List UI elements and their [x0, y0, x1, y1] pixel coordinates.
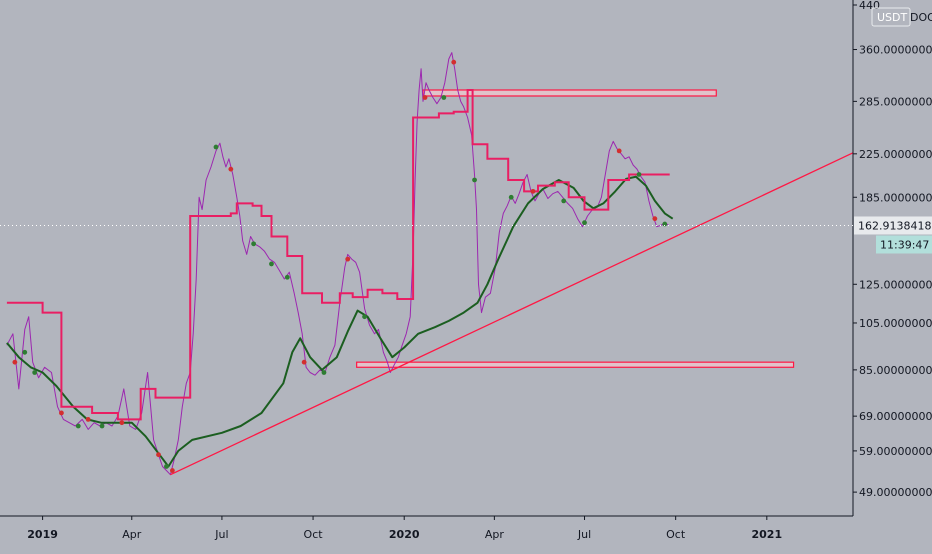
price-tick-label: 105.00000000: [859, 317, 932, 330]
signal-dot-bull: [99, 423, 105, 429]
signal-dot-bull: [75, 423, 81, 429]
countdown-background: [876, 235, 932, 254]
price-tick-label: 225.00000000: [859, 148, 932, 161]
signal-dot-bear: [119, 420, 125, 426]
currency-label: USDT: [877, 11, 908, 24]
signal-dot-bear: [228, 166, 234, 172]
signal-dot-bear: [422, 95, 428, 100]
signal-dot-bull: [213, 144, 219, 150]
signal-dot-bull: [662, 221, 668, 227]
signal-dot-bear: [652, 216, 658, 222]
countdown-label: 11:39:47: [880, 238, 929, 251]
price-tick-label: 440: [859, 0, 880, 12]
current-price-tag: 162.91384183 11:39:47: [854, 216, 932, 254]
currency-badge[interactable]: USDT DOO: [871, 7, 932, 27]
price-tick-label: 285.00000000: [859, 95, 932, 108]
signal-dot-bear: [169, 468, 175, 473]
signal-dot-bull: [269, 261, 274, 267]
time-tick-label: Oct: [304, 528, 324, 541]
signal-dot-bull: [582, 220, 587, 226]
signal-dot-bull: [441, 95, 447, 100]
signal-dot-bull: [284, 274, 290, 280]
time-axis[interactable]: 2019 Apr Jul Oct 2020 Apr Jul Oct 2021: [27, 516, 782, 541]
resistance-box-1[interactable]: [422, 89, 717, 97]
time-tick-label: Apr: [485, 528, 505, 541]
time-tick-label: Jul: [214, 528, 228, 541]
time-tick-label: Apr: [122, 528, 142, 541]
signal-dot-bull: [321, 370, 327, 375]
currency-badge-border: [871, 7, 911, 27]
current-price-label: 162.91384183: [858, 219, 932, 232]
price-axis[interactable]: 440 360.00000000 285.00000000 225.00000000 1…: [853, 0, 932, 499]
signal-dot-bull: [22, 349, 28, 355]
signal-dot-bull: [362, 314, 367, 320]
price-tick-label: 125.00000000: [859, 278, 932, 291]
price-tick-label: 360.00000000: [859, 44, 932, 57]
price-tick-label: 49.00000000: [859, 486, 932, 499]
time-tick-label: Oct: [666, 528, 686, 541]
signal-dot-bear: [156, 452, 161, 458]
step-indicator-line[interactable]: [6, 89, 670, 421]
current-price-background: [854, 216, 932, 235]
signal-dot-bull: [472, 177, 477, 183]
resistance-box-2[interactable]: [356, 361, 795, 368]
signal-dot-bear: [12, 359, 18, 365]
signal-dot-bull: [636, 172, 642, 177]
signal-dot-bull: [251, 241, 257, 247]
price-tick-label: 59.00000000: [859, 445, 932, 458]
signal-dot-bear: [616, 148, 622, 154]
signal-dot-bull: [164, 464, 169, 469]
price-tick-label: 85.00000000: [859, 364, 932, 377]
currency-suffix: DOO: [910, 11, 932, 24]
signal-dot-bear: [59, 410, 64, 416]
time-tick-label: 2020: [389, 528, 420, 541]
signal-dot-bear: [530, 188, 536, 194]
overlay-layer: [12, 59, 854, 476]
signal-dot-bull: [508, 194, 514, 200]
signal-dot-bull: [561, 198, 567, 204]
signal-dot-bull: [32, 370, 38, 375]
time-tick-label: 2021: [751, 528, 782, 541]
price-tick-label: 185.00000000: [859, 191, 932, 204]
signal-dot-bear: [301, 359, 307, 365]
signal-dot-bear: [345, 256, 351, 262]
time-tick-label: Jul: [577, 528, 591, 541]
price-tick-label: 69.00000000: [859, 410, 932, 423]
time-tick-label: 2019: [27, 528, 58, 541]
signal-dot-bear: [85, 416, 91, 422]
signal-dot-bear: [451, 59, 457, 65]
support-trendline[interactable]: [170, 152, 854, 476]
